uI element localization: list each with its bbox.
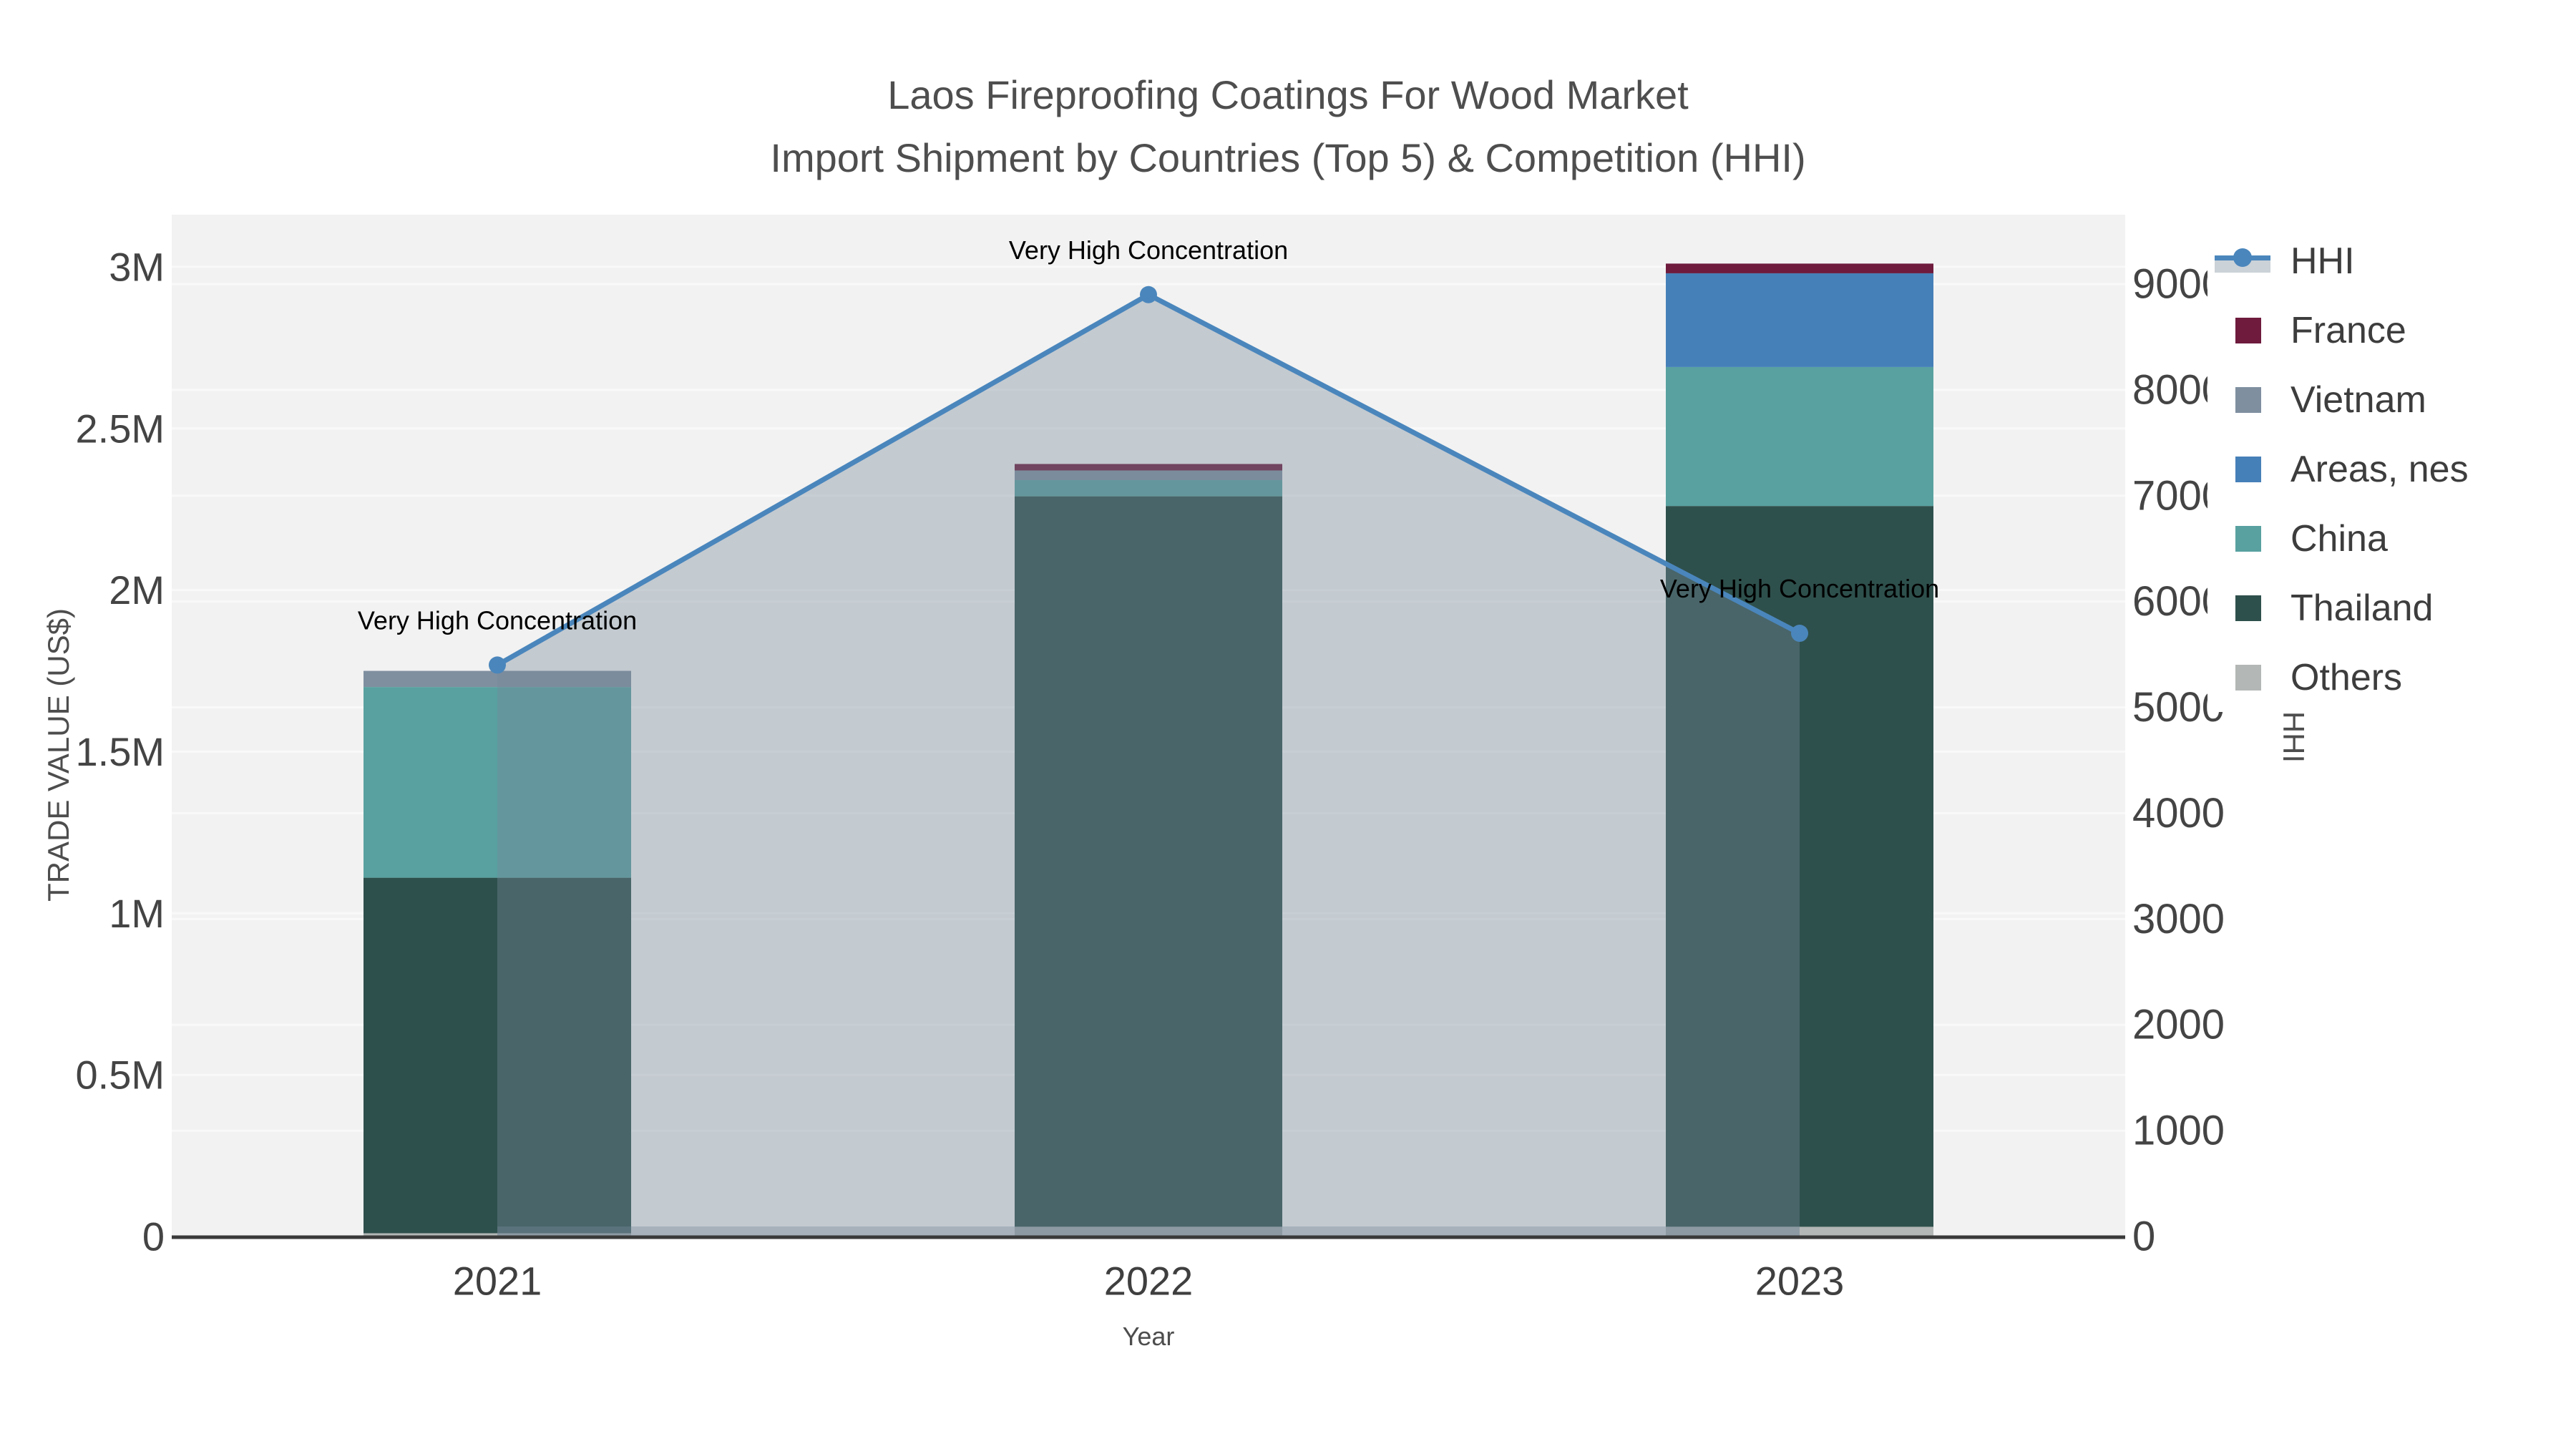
bar-segment-china-2022[interactable]: [1015, 480, 1282, 497]
bar-segment-france-2022[interactable]: [1015, 464, 1282, 471]
bar-segment-others-2022[interactable]: [1015, 1226, 1282, 1236]
legend: HHI France Vietnam Areas, nes China Thailand O…: [2207, 226, 2572, 712]
bar-segment-thailand-2021[interactable]: [364, 877, 631, 1234]
y-right-tick-label: 4000: [2132, 790, 2225, 836]
y-right-axis-title: HHI: [2277, 711, 2311, 763]
chart-title-line2: Import Shipment by Countries (Top 5) & C…: [770, 135, 1806, 180]
legend-item-france[interactable]: France: [2207, 296, 2572, 365]
legend-item-label: Areas, nes: [2290, 448, 2469, 490]
legend-item-others[interactable]: Others: [2207, 643, 2572, 712]
legend-color-swatch-icon: [2215, 517, 2272, 560]
bar-segment-areas-nes-2023[interactable]: [1666, 273, 1933, 367]
x-tick-label-2022: 2022: [1104, 1259, 1194, 1304]
hhi-marker-2021[interactable]: [489, 656, 506, 674]
x-tick-label-2021: 2021: [453, 1259, 542, 1304]
bar-segment-china-2023[interactable]: [1666, 366, 1933, 507]
bar-segment-vietnam-2022[interactable]: [1015, 470, 1282, 481]
hhi-marker-2023[interactable]: [1791, 625, 1808, 643]
legend-item-label: Thailand: [2290, 587, 2434, 629]
hhi-area-baseline-strip: [497, 1226, 1800, 1236]
legend-line-swatch-icon: [2215, 240, 2272, 283]
y-left-tick-label: 1M: [109, 891, 165, 936]
y-right-tick-label: 2000: [2132, 1002, 2225, 1048]
legend-item-label: Others: [2290, 656, 2403, 698]
bar-segment-thailand-2022[interactable]: [1015, 496, 1282, 1227]
annotation-2021: Very High Concentration: [358, 605, 637, 635]
y-left-tick-label: 1.5M: [76, 729, 165, 774]
legend-color-swatch-icon: [2215, 587, 2272, 630]
x-tick-labels: 2021 2022 2023: [453, 1259, 1845, 1304]
legend-item-hhi[interactable]: HHI: [2207, 226, 2572, 296]
hhi-marker-2022[interactable]: [1140, 286, 1157, 303]
legend-item-label: France: [2290, 309, 2406, 351]
annotation-2022: Very High Concentration: [1009, 235, 1288, 265]
y-left-tick-label: 2M: [109, 567, 165, 613]
legend-item-vietnam[interactable]: Vietnam: [2207, 365, 2572, 434]
y-right-tick-label: 3000: [2132, 896, 2225, 942]
legend-item-label: HHI: [2290, 240, 2355, 282]
legend-item-thailand[interactable]: Thailand: [2207, 573, 2572, 643]
legend-item-label: China: [2290, 517, 2388, 560]
bar-segment-others-2021[interactable]: [364, 1233, 631, 1236]
legend-color-swatch-icon: [2215, 309, 2272, 352]
y-left-tick-label: 0.5M: [76, 1053, 165, 1098]
chart-title-line1: Laos Fireproofing Coatings For Wood Mark…: [887, 72, 1689, 117]
annotation-2023: Very High Concentration: [1660, 574, 1939, 603]
legend-color-swatch-icon: [2215, 379, 2272, 421]
y-left-tick-label: 3M: [109, 244, 165, 289]
legend-color-swatch-icon: [2215, 656, 2272, 699]
bar-segment-france-2023[interactable]: [1666, 263, 1933, 273]
bar-segment-china-2021[interactable]: [364, 687, 631, 878]
y-left-tick-labels: 0 0.5M 1M 1.5M 2M 2.5M 3M: [76, 244, 165, 1259]
y-right-tick-label: 0: [2132, 1214, 2155, 1260]
legend-item-areas-nes[interactable]: Areas, nes: [2207, 434, 2572, 504]
legend-item-label: Vietnam: [2290, 379, 2426, 421]
x-axis-title: Year: [1122, 1322, 1175, 1351]
bars-group: [364, 263, 1933, 1236]
y-left-tick-label: 2.5M: [76, 406, 165, 451]
y-left-axis-title: TRADE VALUE (US$): [42, 608, 75, 902]
y-left-tick-label: 0: [142, 1214, 165, 1259]
hhi-area-fill: [497, 294, 1800, 1237]
bar-segment-others-2023[interactable]: [1666, 1226, 1933, 1236]
legend-item-china[interactable]: China: [2207, 504, 2572, 573]
legend-color-swatch-icon: [2215, 448, 2272, 491]
x-tick-label-2023: 2023: [1755, 1259, 1845, 1304]
bar-segment-vietnam-2021[interactable]: [364, 670, 631, 688]
y-right-tick-label: 1000: [2132, 1108, 2225, 1154]
